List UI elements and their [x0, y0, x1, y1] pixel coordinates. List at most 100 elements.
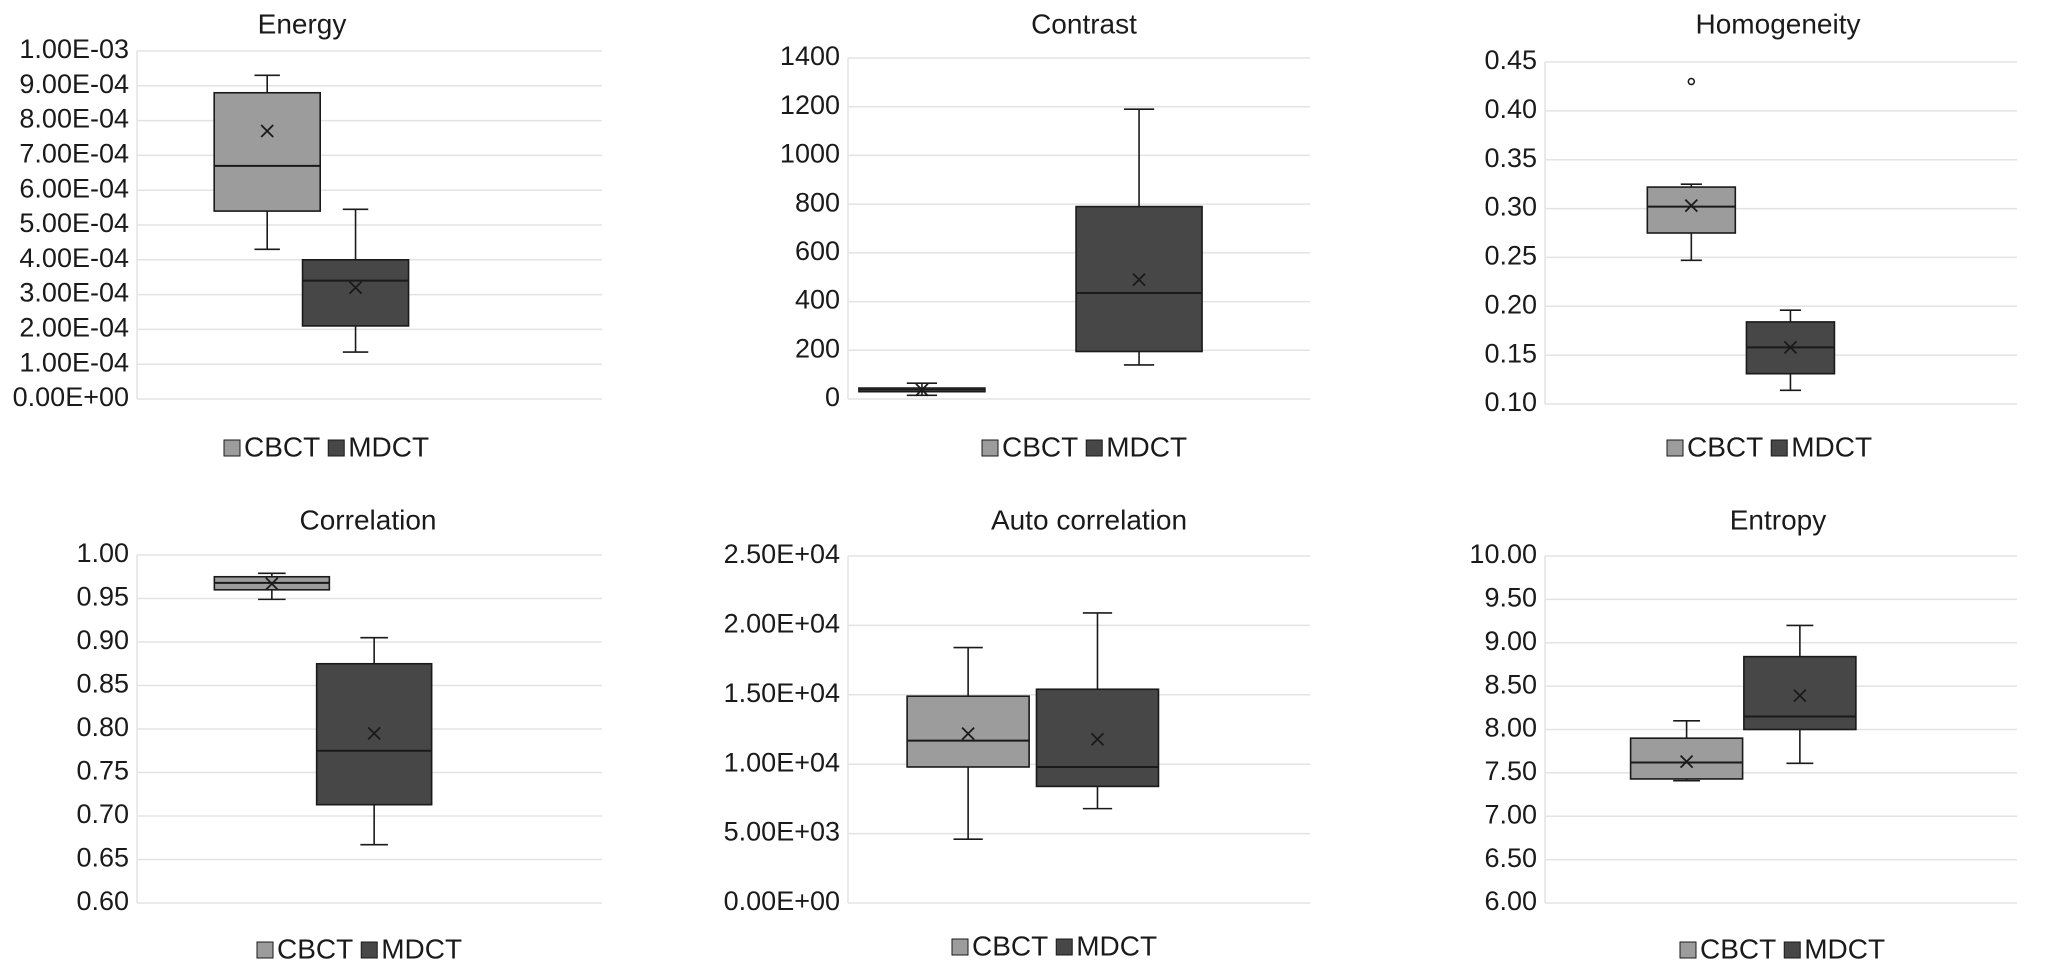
chart-title: Entropy: [1730, 504, 1827, 535]
y-tick-label: 0.95: [76, 582, 129, 612]
box-cbct: [213, 572, 331, 601]
y-tick-label: 1.00E-03: [19, 34, 129, 64]
mean-marker: [265, 577, 279, 591]
y-tick-label: 0.35: [1484, 143, 1537, 173]
y-tick-label: 0.45: [1484, 45, 1537, 75]
legend-swatch-mdct: [1085, 439, 1103, 457]
chart-panel-0: Energy 0.00E+00 1.00E-04 2.00E-04 3.00E-04 4.…: [13, 8, 602, 462]
chart-panel-4: Auto correlation 0.00E+00 5.00E+03 1.00E+04…: [724, 504, 1310, 960]
chart-title: Contrast: [1031, 8, 1137, 39]
legend-label-cbct: CBCT: [277, 933, 353, 960]
y-tick-label: 0.60: [76, 886, 129, 916]
mean-marker: [348, 281, 363, 295]
y-tick-label: 0.10: [1484, 387, 1537, 417]
y-tick-label: 5.00E+03: [724, 817, 840, 847]
box-mdct: [1035, 612, 1160, 810]
y-tick-label: 6.00: [1484, 886, 1537, 916]
y-tick-label: 8.50: [1484, 669, 1537, 699]
mean-marker: [1793, 689, 1807, 703]
y-tick-label: 1.00E+04: [724, 747, 840, 777]
y-tick-label: 9.00: [1484, 626, 1537, 656]
legend-label-cbct: CBCT: [1700, 933, 1776, 960]
box-mdct: [315, 636, 433, 846]
y-tick-label: 1.50E+04: [724, 678, 840, 708]
legend-swatch-cbct: [1666, 439, 1684, 457]
y-tick-label: 0.90: [76, 625, 129, 655]
box-mdct: [301, 208, 410, 353]
chart-title: Homogeneity: [1696, 8, 1861, 39]
y-tick-label: 9.00E-04: [19, 69, 129, 99]
y-tick-label: 1200: [780, 90, 840, 120]
legend-swatch-mdct: [1783, 941, 1801, 959]
legend-swatch-cbct: [981, 439, 999, 457]
iqr-box: [1646, 186, 1737, 234]
box-mdct: [1745, 309, 1836, 392]
y-tick-label: 1400: [780, 41, 840, 71]
y-tick-label: 7.50: [1484, 756, 1537, 786]
y-tick-label: 0.85: [76, 669, 129, 699]
legend-swatch-cbct: [951, 938, 969, 956]
iqr-box: [1035, 688, 1160, 788]
y-tick-label: 0: [825, 382, 840, 412]
box-mdct: [1743, 624, 1857, 765]
mean-marker: [367, 726, 381, 740]
y-tick-label: 0.70: [76, 799, 129, 829]
y-tick-label: 0.65: [76, 843, 129, 873]
legend: CBCT MDCT: [256, 933, 462, 960]
legend: CBCT MDCT: [1679, 933, 1885, 960]
y-tick-label: 600: [795, 236, 840, 266]
legend-swatch-mdct: [327, 439, 345, 457]
y-tick-label: 800: [795, 187, 840, 217]
legend-label-mdct: MDCT: [348, 431, 429, 462]
legend-swatch-cbct: [256, 941, 274, 959]
legend: CBCT MDCT: [951, 930, 1157, 960]
chart-title: Auto correlation: [991, 504, 1187, 535]
iqr-box: [906, 695, 1030, 768]
outlier-point: [1687, 77, 1696, 86]
y-tick-label: 2.00E-04: [19, 313, 129, 343]
legend: CBCT MDCT: [981, 431, 1187, 462]
mean-marker: [1679, 754, 1694, 769]
legend-label-mdct: MDCT: [1076, 930, 1157, 960]
legend-label-mdct: MDCT: [1804, 933, 1885, 960]
y-tick-label: 3.00E-04: [19, 278, 129, 308]
chart-panel-3: Correlation 0.60 0.65 0.70 0.75 0.80 0.85 0.90 0…: [76, 504, 602, 960]
mean-marker: [1783, 340, 1798, 354]
y-tick-label: 9.50: [1484, 583, 1537, 613]
mean-marker: [961, 727, 975, 741]
legend-label-cbct: CBCT: [972, 930, 1048, 960]
y-tick-label: 5.00E-04: [19, 208, 129, 238]
y-tick-label: 0.25: [1484, 241, 1537, 271]
y-tick-label: 6.50: [1484, 843, 1537, 873]
box-cbct: [213, 74, 321, 251]
box-mdct: [1075, 108, 1203, 366]
legend-label-mdct: MDCT: [381, 933, 462, 960]
mean-marker: [1090, 732, 1105, 746]
box-cbct: [906, 646, 1030, 840]
box-cbct: [1629, 720, 1744, 782]
y-tick-label: 0.75: [76, 756, 129, 786]
y-tick-label: 400: [795, 285, 840, 315]
box-cbct: [858, 382, 986, 397]
y-tick-label: 0.80: [76, 712, 129, 742]
iqr-box: [1629, 737, 1744, 780]
iqr-box: [301, 258, 410, 327]
y-tick-label: 0.15: [1484, 338, 1537, 368]
mean-marker: [1132, 273, 1146, 287]
chart-title: Energy: [258, 8, 347, 39]
legend: CBCT MDCT: [223, 431, 429, 462]
y-tick-label: 7.00: [1484, 799, 1537, 829]
y-tick-label: 1.00: [76, 538, 129, 568]
legend-label-mdct: MDCT: [1106, 431, 1187, 462]
y-tick-label: 0.20: [1484, 289, 1537, 319]
y-tick-label: 7.00E-04: [19, 139, 129, 169]
legend-label-cbct: CBCT: [244, 431, 320, 462]
legend-label-cbct: CBCT: [1687, 431, 1763, 462]
y-tick-label: 4.00E-04: [19, 243, 129, 273]
legend-label-cbct: CBCT: [1002, 431, 1078, 462]
chart-panel-5: Entropy 6.00 6.50 7.00 7.50 8.00 8.50 9.00 9.50 1…: [1469, 504, 2017, 960]
mean-marker: [1684, 199, 1698, 213]
y-tick-label: 0.00E+00: [724, 886, 840, 916]
